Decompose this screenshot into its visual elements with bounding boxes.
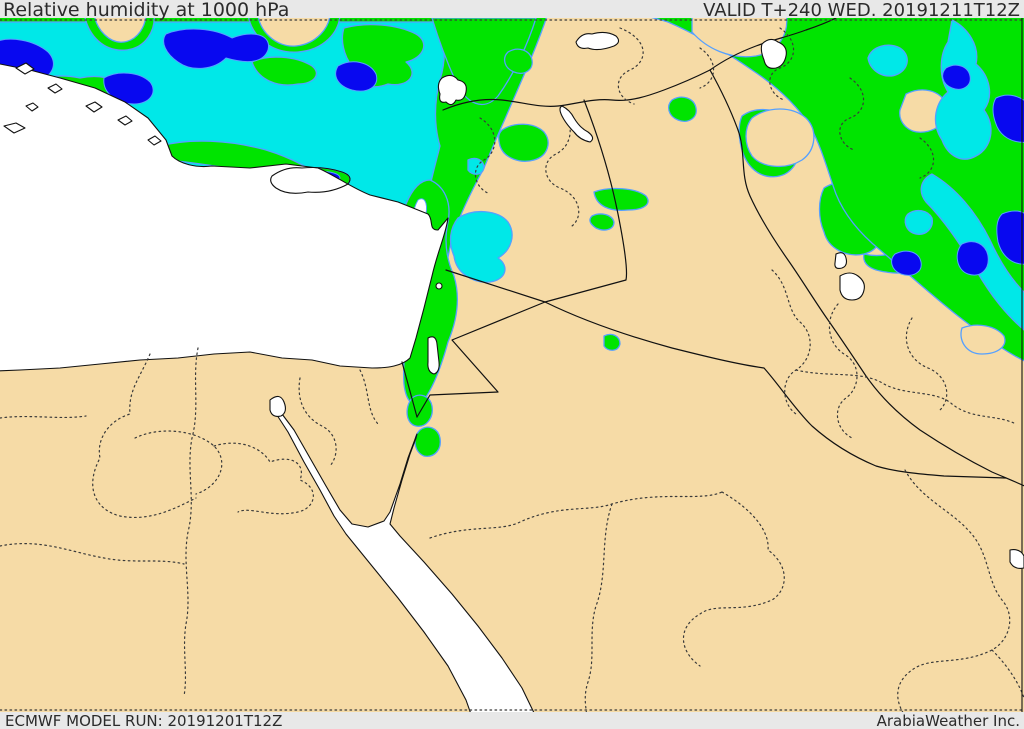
- humidity-green-patch: [406, 394, 433, 427]
- admin-boundary: [795, 369, 1017, 425]
- humidity-blue-blob: [163, 28, 269, 69]
- lake-van: [575, 31, 620, 51]
- island-crete: [3, 122, 26, 134]
- humidity-cyan-dot: [904, 209, 933, 235]
- admin-boundary: [699, 47, 715, 89]
- humidity-blue-blob: [942, 64, 971, 90]
- humidity-green-blob: [589, 213, 615, 231]
- syria-cyan-blob: [449, 211, 513, 283]
- brand-label: ArabiaWeather Inc.: [876, 712, 1020, 729]
- humidity-cyan-blob: [867, 44, 908, 77]
- bitter-lakes: [269, 395, 287, 417]
- admin-boundary: [545, 107, 580, 227]
- admin-boundary: [769, 27, 795, 101]
- dead-sea: [427, 336, 440, 375]
- admin-boundary: [828, 303, 858, 439]
- admin-boundary: [474, 117, 496, 195]
- humidity-blue-blob: [996, 210, 1024, 265]
- model-run-label: ECMWF MODEL RUN: 20191201T12Z: [5, 712, 283, 729]
- admin-boundary: [897, 469, 1011, 712]
- admin-boundary: [0, 543, 185, 565]
- humidity-blue-blob: [956, 241, 989, 276]
- admin-boundary: [429, 491, 723, 539]
- admin-boundary: [839, 77, 865, 151]
- admin-boundary: [771, 269, 811, 415]
- humidity-green-blob: [503, 48, 533, 74]
- valid-time-label: VALID T+240 WED. 20191211T12Z: [703, 0, 1020, 21]
- mosul-reservoir: [559, 105, 594, 143]
- lake-tharthar: [834, 252, 848, 269]
- header-bar: Relative humidity at 1000 hPa VALID T+24…: [0, 0, 1024, 21]
- humidity-cyan-east: [934, 19, 992, 160]
- lake-razazah: [839, 272, 865, 301]
- jordan-saudi-border: [416, 301, 546, 418]
- humidity-map: [0, 18, 1024, 712]
- syria-iraq-border: [544, 99, 628, 303]
- syria-jordan-border: [445, 269, 546, 303]
- admin-boundary: [905, 317, 948, 411]
- island: [15, 62, 35, 75]
- footer-bar: ECMWF MODEL RUN: 20191201T12Z ArabiaWeat…: [0, 712, 1024, 729]
- turkey-iran-border: [709, 18, 837, 71]
- humidity-blue-blob: [992, 94, 1024, 143]
- island: [47, 83, 63, 94]
- iraq-saudi-border: [544, 301, 1007, 479]
- admin-boundary: [682, 491, 785, 667]
- dry-gap: [257, 18, 331, 47]
- humidity-green-dot: [603, 333, 621, 351]
- admin-boundary: [919, 137, 935, 179]
- admin-boundary: [183, 347, 199, 697]
- humidity-green-blob: [498, 123, 549, 162]
- humidity-green-patch: [251, 56, 317, 86]
- lake-urmia: [760, 38, 787, 69]
- admin-boundary: [0, 415, 87, 419]
- humidity-blue-blob: [891, 250, 922, 276]
- island: [25, 102, 39, 112]
- admin-boundary: [359, 369, 379, 425]
- humidity-green-patch: [414, 426, 441, 457]
- map-title: Relative humidity at 1000 hPa: [3, 0, 290, 21]
- egypt-israel-border: [401, 361, 418, 418]
- island-rhodes: [147, 135, 162, 146]
- dry-gap: [960, 324, 1006, 355]
- humidity-blue-blob: [335, 61, 378, 92]
- island: [117, 115, 133, 126]
- iraq-iran-border: [709, 69, 1024, 487]
- admin-boundary: [617, 27, 644, 105]
- humidity-green-blob: [667, 96, 697, 122]
- admin-boundary: [991, 649, 1024, 699]
- admin-boundary: [213, 442, 314, 515]
- humidity-green-blob: [593, 187, 649, 212]
- island: [85, 101, 103, 113]
- dry-gap: [745, 108, 815, 167]
- gulf-lake-east: [1009, 549, 1024, 569]
- ataturk-reservoir: [437, 74, 467, 106]
- sea-of-galilee: [435, 282, 443, 290]
- admin-boundary: [584, 503, 613, 712]
- admin-boundary: [298, 377, 337, 467]
- cyprus-outline: [270, 166, 351, 194]
